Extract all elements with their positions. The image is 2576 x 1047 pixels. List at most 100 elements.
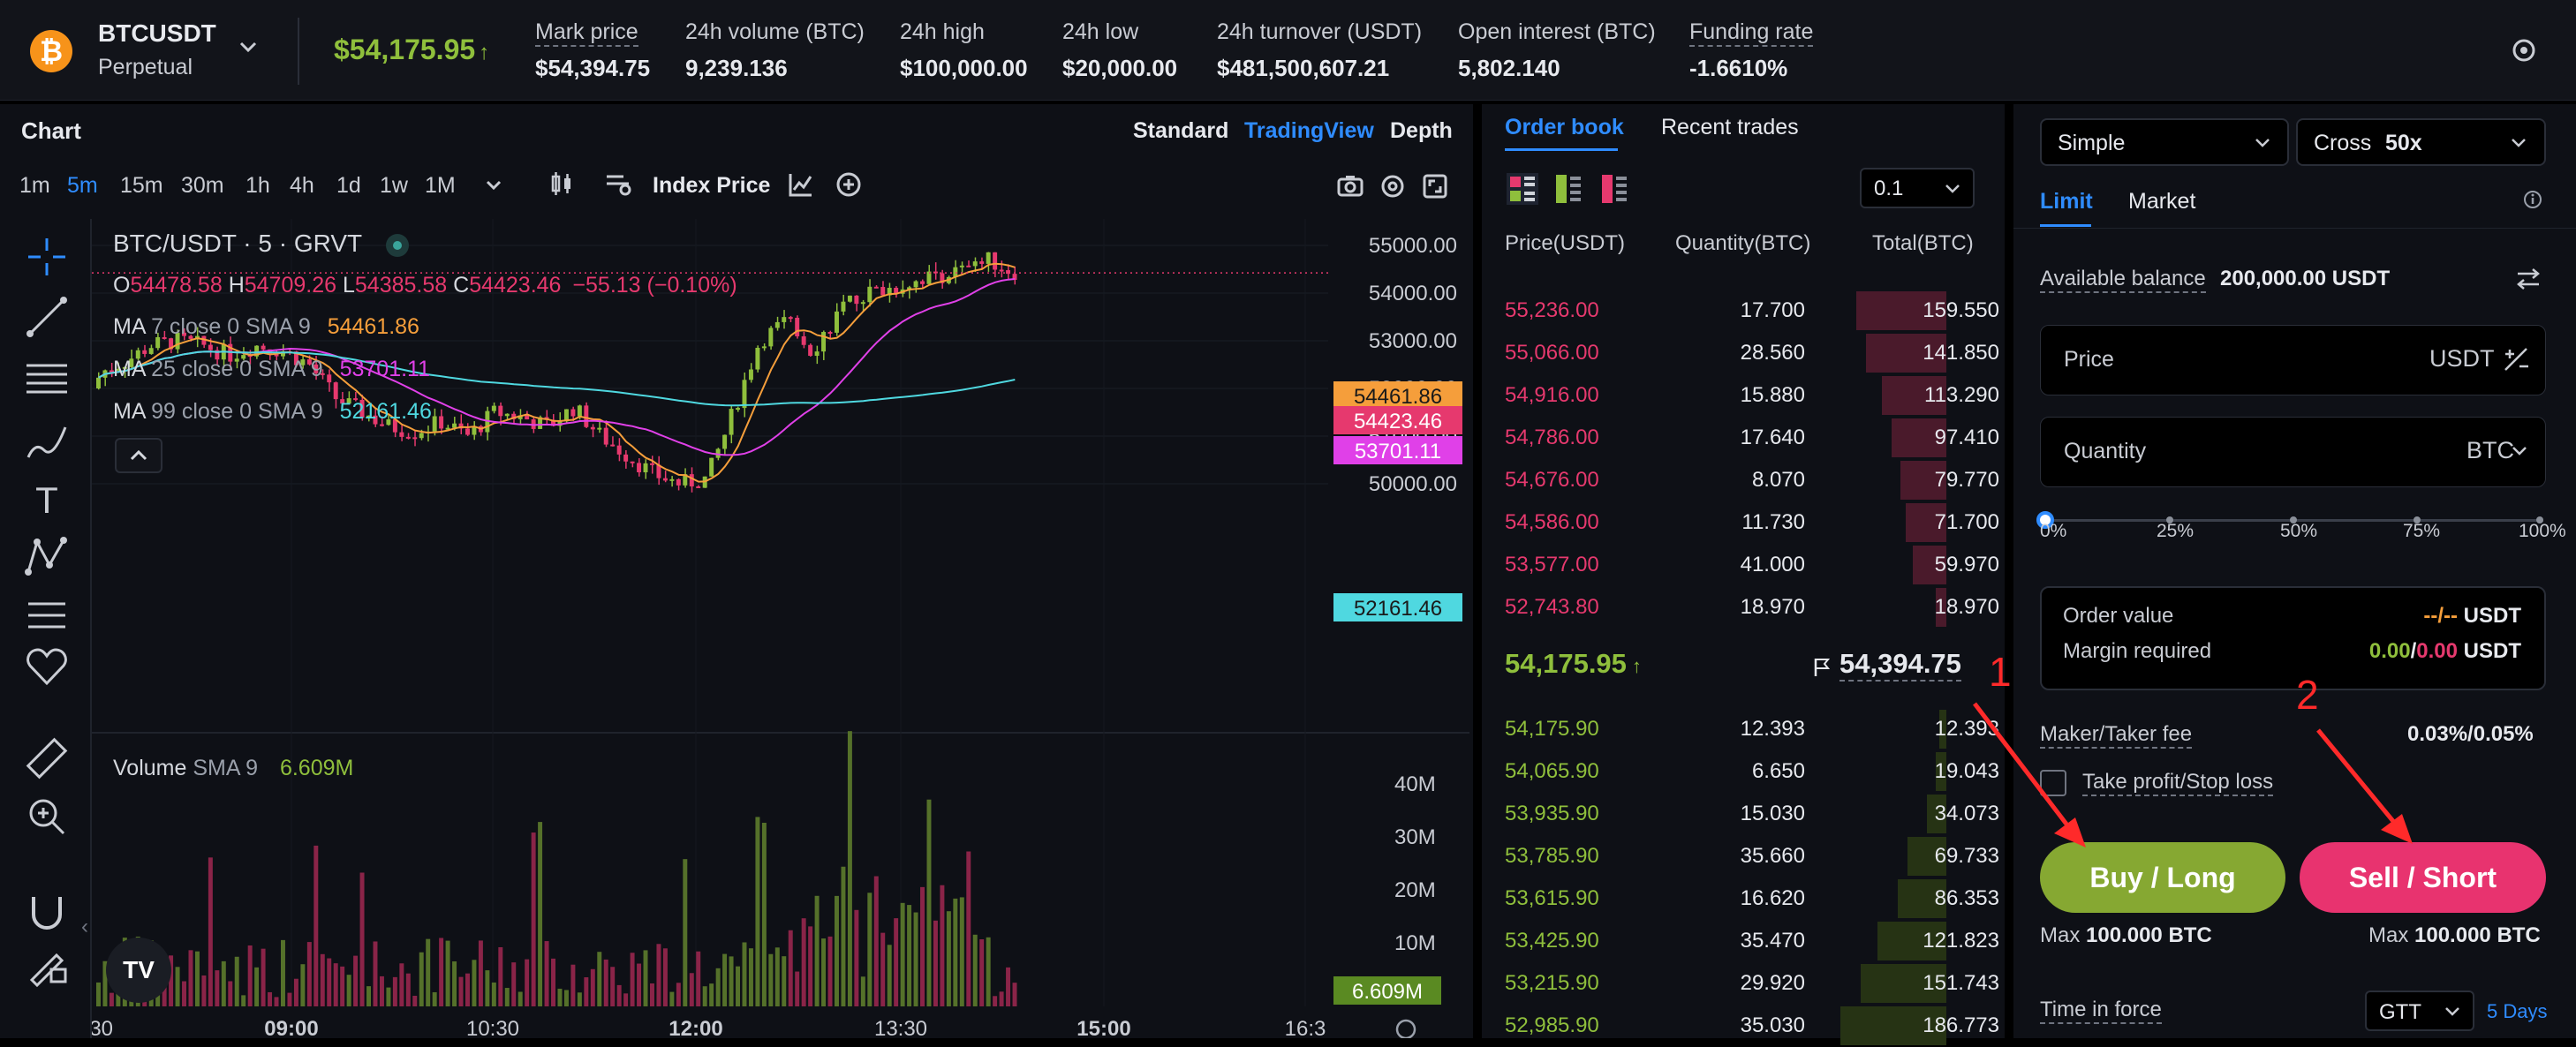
more-intervals-chevron-icon[interactable] xyxy=(483,175,504,196)
ask-row[interactable]: 54,786.00 17.640 97.410 xyxy=(1505,417,1999,459)
quantity-slider[interactable] xyxy=(2036,505,2543,540)
index-price-toggle[interactable]: Index Price xyxy=(653,173,771,198)
interval-1h[interactable]: 1h xyxy=(246,173,270,198)
trend-line-icon[interactable] xyxy=(23,293,71,341)
interval-4h[interactable]: 4h xyxy=(290,173,314,198)
precision-select[interactable]: 0.1 xyxy=(1860,168,1975,208)
ask-row[interactable]: 55,066.00 28.560 141.850 xyxy=(1505,332,1999,374)
lock-drawings-icon[interactable] xyxy=(23,941,71,989)
time-in-force-select[interactable]: GTT xyxy=(2365,991,2474,1031)
bid-row[interactable]: 53,785.90 35.660 69.733 xyxy=(1505,835,1999,878)
bid-row[interactable]: 53,615.90 16.620 86.353 xyxy=(1505,878,1999,920)
candle-body xyxy=(445,427,450,430)
order-info-icon[interactable] xyxy=(2522,189,2543,210)
ask-row[interactable]: 54,916.00 15.880 113.290 xyxy=(1505,374,1999,417)
view-standard[interactable]: Standard xyxy=(1133,118,1229,143)
bid-row[interactable]: 53,215.90 29.920 151.743 xyxy=(1505,962,1999,1005)
interval-1d[interactable]: 1d xyxy=(336,173,361,198)
view-depth[interactable]: Depth xyxy=(1390,118,1453,143)
candle-body xyxy=(281,351,285,357)
ask-row[interactable]: 52,743.80 18.970 18.970 xyxy=(1505,586,1999,629)
indicators-icon[interactable] xyxy=(604,171,632,196)
tab-recent-trades[interactable]: Recent trades xyxy=(1661,115,1799,139)
buy-long-button[interactable]: Buy / Long xyxy=(2040,842,2285,913)
collapse-legend-chevron-icon[interactable] xyxy=(115,438,162,473)
crosshair-icon[interactable] xyxy=(23,233,71,281)
interval-1M[interactable]: 1M xyxy=(425,173,456,198)
screenshot-camera-icon[interactable] xyxy=(1337,173,1364,198)
price-adjust-icon[interactable] xyxy=(2502,345,2530,373)
symbol-dropdown-icon[interactable] xyxy=(237,35,260,58)
order-mode-select[interactable]: Simple xyxy=(2040,118,2289,166)
price-tag-label: 53701.11 xyxy=(1355,440,1441,463)
ask-total: 59.970 xyxy=(1934,553,1999,576)
zoom-in-icon[interactable] xyxy=(23,793,71,840)
tab-limit[interactable]: Limit xyxy=(2040,189,2093,214)
transfer-swap-icon[interactable] xyxy=(2515,267,2542,291)
interval-1m[interactable]: 1m xyxy=(19,173,50,198)
candle-body xyxy=(972,261,978,267)
ask-depth-bar xyxy=(1891,418,1946,457)
fullscreen-icon[interactable] xyxy=(1422,173,1448,200)
horizontal-lines-icon[interactable] xyxy=(23,355,71,403)
interval-5m[interactable]: 5m xyxy=(67,173,98,198)
slider-handle[interactable] xyxy=(2036,511,2054,529)
bid-row[interactable]: 54,175.90 12.393 12.393 xyxy=(1505,708,1999,750)
ask-row[interactable]: 55,236.00 17.700 159.550 xyxy=(1505,290,1999,332)
tab-order-book[interactable]: Order book xyxy=(1505,115,1624,139)
candle-body xyxy=(169,338,174,350)
volume-bar xyxy=(293,978,298,1006)
margin-mode-value: Cross xyxy=(2314,131,2372,155)
add-indicator-plus-icon[interactable] xyxy=(835,171,862,198)
quantity-input[interactable]: Quantity BTC xyxy=(2040,417,2546,487)
view-tradingview[interactable]: TradingView xyxy=(1244,118,1374,143)
text-tool-icon[interactable]: T xyxy=(35,479,58,521)
volume-bar xyxy=(854,909,859,1006)
stat-label[interactable]: Funding rate xyxy=(1689,19,1814,47)
price-input[interactable]: Price USDT xyxy=(2040,325,2546,395)
view-asks-icon[interactable] xyxy=(1597,171,1632,207)
brush-icon[interactable] xyxy=(23,418,71,466)
leverage-value: 50x xyxy=(2385,131,2422,155)
candle-body xyxy=(894,287,899,294)
tab-market[interactable]: Market xyxy=(2128,189,2196,214)
collapse-toolbar-chevron-icon[interactable]: ‹ xyxy=(81,915,88,938)
chart-settings-icon[interactable] xyxy=(1379,173,1406,200)
bid-row[interactable]: 53,425.90 35.470 121.823 xyxy=(1505,920,1999,962)
quantity-unit-chevron-icon[interactable] xyxy=(2509,441,2530,462)
magnet-icon[interactable] xyxy=(23,888,71,936)
margin-leverage-select[interactable]: Cross 50x xyxy=(2296,118,2546,166)
bid-row[interactable]: 53,935.90 15.030 34.073 xyxy=(1505,793,1999,835)
pattern-tool-icon[interactable] xyxy=(23,533,71,581)
sell-short-button[interactable]: Sell / Short xyxy=(2300,842,2546,913)
candle-body xyxy=(386,419,391,426)
volume-bar xyxy=(1012,983,1017,1006)
measure-lines-icon[interactable] xyxy=(23,591,71,639)
interval-15m[interactable]: 15m xyxy=(120,173,163,198)
volume-bar xyxy=(821,938,827,1006)
interval-30m[interactable]: 30m xyxy=(181,173,224,198)
ohlc-low: 54385.58 xyxy=(354,273,448,298)
interval-1w[interactable]: 1w xyxy=(380,173,408,198)
ask-price: 54,586.00 xyxy=(1505,510,1599,534)
tpsl-checkbox[interactable] xyxy=(2040,770,2066,796)
ruler-icon[interactable] xyxy=(23,734,71,782)
volume-bar xyxy=(215,970,220,1006)
bid-row[interactable]: 52,985.90 35.030 186.773 xyxy=(1505,1005,1999,1047)
view-both-icon[interactable] xyxy=(1505,171,1540,207)
available-balance-value: 200,000.00 USDT xyxy=(2220,267,2391,290)
tif-duration[interactable]: 5 Days xyxy=(2487,1000,2548,1022)
volume-tick-label: 30M xyxy=(1394,825,1436,849)
volume-bar xyxy=(709,983,714,1006)
ask-row[interactable]: 54,586.00 11.730 71.700 xyxy=(1505,501,1999,544)
view-bids-icon[interactable] xyxy=(1551,171,1586,207)
bid-row[interactable]: 54,065.90 6.650 19.043 xyxy=(1505,750,1999,793)
compare-chart-icon[interactable] xyxy=(788,171,814,198)
candle-style-icon[interactable] xyxy=(548,169,576,198)
ask-row[interactable]: 53,577.00 41.000 59.970 xyxy=(1505,544,1999,586)
settings-gear-icon[interactable] xyxy=(2511,37,2537,64)
favorites-heart-icon[interactable] xyxy=(23,643,71,690)
candle-body xyxy=(603,427,608,445)
ask-row[interactable]: 54,676.00 8.070 79.770 xyxy=(1505,459,1999,501)
price-chart[interactable]: 55000.0054000.0053000.0052000.0051000.00… xyxy=(92,219,1473,1038)
